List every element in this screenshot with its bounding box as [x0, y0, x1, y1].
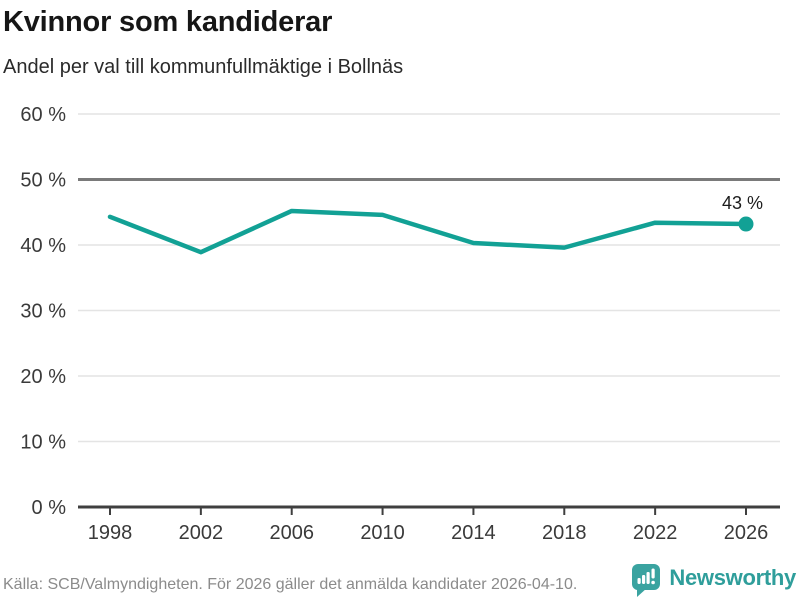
- x-axis-label: 2018: [542, 522, 587, 544]
- logo-bubble: [632, 564, 661, 590]
- logo-bubble-tail: [637, 588, 648, 597]
- x-axis-label: 2010: [360, 522, 405, 544]
- line-chart: 0 % 10 % 20 % 30 % 40 % 50 % 60 % 1998 2002 2006 2…: [20, 104, 780, 544]
- x-axis-label: 1998: [88, 522, 133, 544]
- y-axis-label: 0 %: [32, 497, 67, 519]
- y-axis-label: 10 %: [20, 432, 66, 454]
- logo-bar-medium: [642, 575, 646, 584]
- y-axis-label: 40 %: [20, 235, 66, 257]
- logo-exclamation-bar: [651, 568, 656, 579]
- x-axis-label: 2006: [269, 522, 314, 544]
- x-axis-label: 2026: [724, 522, 769, 544]
- y-axis-label: 50 %: [20, 170, 66, 192]
- data-line: [107, 208, 749, 255]
- logo-bar-small: [637, 578, 642, 584]
- chart-title: Kvinnor som kandiderar: [3, 6, 333, 38]
- newsworthy-logo-icon: [632, 564, 661, 597]
- newsworthy-logo: Newsworthy: [631, 563, 796, 598]
- y-axis-label: 30 %: [20, 301, 66, 323]
- logo-exclamation-dot: [651, 580, 656, 585]
- source-note: Källa: SCB/Valmyndigheten. För 2026 gäll…: [3, 576, 578, 593]
- brand-name: Newsworthy: [669, 564, 796, 590]
- last-point-dot: [738, 216, 754, 232]
- y-axis-label: 60 %: [20, 104, 66, 126]
- footer: Källa: SCB/Valmyndigheten. För 2026 gäll…: [0, 558, 800, 600]
- logo-bar-large: [646, 572, 651, 584]
- x-axis-label: 2002: [179, 522, 224, 544]
- x-axis-label: 2014: [451, 522, 496, 544]
- y-axis-label: 20 %: [20, 366, 66, 388]
- x-axis-label: 2022: [633, 522, 678, 544]
- last-point-annotation: 43 %: [722, 193, 763, 213]
- chart-subtitle: Andel per val till kommunfullmäktige i B…: [3, 56, 404, 78]
